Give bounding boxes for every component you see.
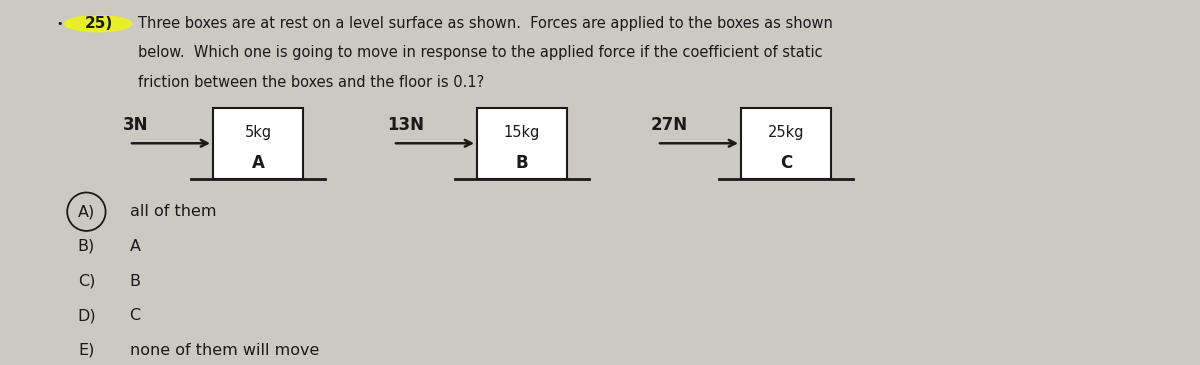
Text: all of them: all of them bbox=[130, 204, 216, 219]
Text: B: B bbox=[130, 273, 140, 289]
Text: B): B) bbox=[78, 239, 95, 254]
Bar bbox=[478, 108, 568, 179]
Text: 25): 25) bbox=[84, 16, 113, 31]
Text: A: A bbox=[252, 154, 264, 172]
Text: 3N: 3N bbox=[122, 116, 149, 134]
Text: 5kg: 5kg bbox=[245, 125, 271, 140]
Ellipse shape bbox=[65, 16, 132, 32]
Text: •: • bbox=[56, 19, 64, 29]
Text: 25kg: 25kg bbox=[768, 125, 804, 140]
Text: C: C bbox=[780, 154, 792, 172]
Text: B: B bbox=[516, 154, 528, 172]
Text: A): A) bbox=[78, 204, 95, 219]
Text: 13N: 13N bbox=[386, 116, 424, 134]
Text: 15kg: 15kg bbox=[504, 125, 540, 140]
Text: friction between the boxes and the floor is 0.1?: friction between the boxes and the floor… bbox=[138, 74, 485, 90]
Text: D): D) bbox=[77, 308, 96, 323]
Bar bbox=[214, 108, 302, 179]
Text: E): E) bbox=[78, 343, 95, 358]
Text: below.  Which one is going to move in response to the applied force if the coeff: below. Which one is going to move in res… bbox=[138, 45, 823, 61]
Text: C): C) bbox=[78, 273, 95, 289]
Text: C: C bbox=[130, 308, 140, 323]
Text: Three boxes are at rest on a level surface as shown.  Forces are applied to the : Three boxes are at rest on a level surfa… bbox=[138, 16, 833, 31]
Text: none of them will move: none of them will move bbox=[130, 343, 319, 358]
Bar bbox=[742, 108, 830, 179]
Text: 27N: 27N bbox=[652, 116, 688, 134]
Text: A: A bbox=[130, 239, 140, 254]
